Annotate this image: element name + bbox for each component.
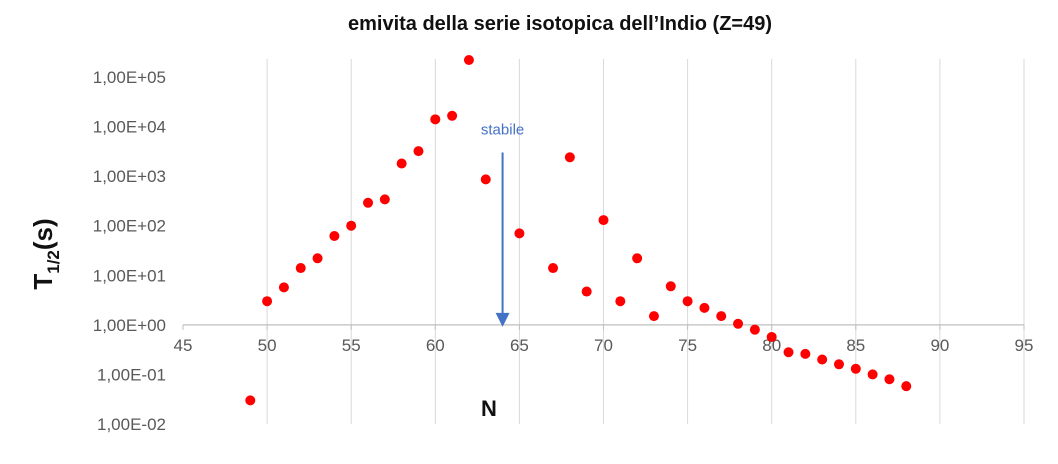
y-tick-label: 1,00E+01 (93, 266, 166, 285)
data-point (312, 253, 323, 264)
y-tick-label: 1,00E+02 (93, 217, 166, 236)
x-tick-label: 50 (258, 336, 277, 355)
y-axis-label-subscript: 1/2 (44, 250, 63, 274)
data-point (665, 281, 676, 292)
data-point (833, 359, 844, 370)
data-point (615, 296, 626, 307)
x-tick-label: 80 (762, 336, 781, 355)
data-point (817, 354, 828, 365)
data-point (850, 363, 861, 374)
y-tick-labels: 1,00E-02 1,00E-01 1,00E+00 1,00E+01 1,00E+02… (93, 68, 166, 434)
y-tick-label: 1,00E+04 (93, 118, 166, 137)
annotation-label: stabile (481, 121, 524, 138)
x-tick-label: 65 (510, 336, 529, 355)
y-tick-label: 1,00E+03 (93, 167, 166, 186)
x-tick-label: 90 (930, 336, 949, 355)
x-tick-label: 95 (1015, 336, 1034, 355)
x-tick-label: 45 (174, 336, 193, 355)
data-point (749, 324, 760, 335)
x-axis (182, 324, 1025, 330)
data-point (329, 231, 340, 242)
y-tick-label: 1,00E-02 (97, 415, 166, 434)
data-point (699, 302, 710, 313)
data-point (430, 114, 441, 125)
data-point (245, 395, 256, 406)
data-point (346, 220, 357, 231)
data-point (295, 263, 306, 274)
annotation-arrow-head (495, 312, 510, 327)
x-tick-label: 75 (678, 336, 697, 355)
data-point (867, 369, 878, 380)
data-point (783, 347, 794, 358)
data-point (262, 296, 273, 307)
y-tick-label: 1,00E-01 (97, 365, 166, 384)
data-point (396, 158, 407, 169)
data-point (581, 286, 592, 297)
grid-lines (266, 59, 1025, 424)
data-point (682, 296, 693, 307)
data-point (447, 110, 458, 121)
data-point (632, 253, 643, 264)
data-point (884, 374, 895, 385)
x-tick-label: 70 (594, 336, 613, 355)
y-tick-label: 1,00E+05 (93, 68, 166, 87)
data-point (413, 146, 424, 157)
x-tick-label: 55 (342, 336, 361, 355)
x-axis-label: N (481, 396, 497, 421)
stable-annotation: stabile (481, 121, 524, 327)
data-point (564, 152, 575, 163)
data-point (800, 348, 811, 359)
data-point (598, 215, 609, 226)
y-axis-label: T1/2(s) (28, 218, 63, 289)
x-tick-label: 60 (426, 336, 445, 355)
y-axis-label-unit: (s) (28, 218, 58, 250)
data-point (901, 381, 912, 392)
data-point (733, 318, 744, 329)
x-tick-label: 85 (846, 336, 865, 355)
data-point (278, 282, 289, 293)
data-point (379, 194, 390, 205)
y-axis-label-base: T (28, 274, 58, 290)
chart-title: emivita della serie isotopica dell’Indio… (348, 13, 772, 35)
data-point (514, 228, 525, 239)
data-point (363, 197, 374, 208)
data-point (648, 311, 659, 322)
data-point (463, 55, 474, 66)
data-point (716, 311, 727, 322)
x-tick-labels: 45 50 55 60 65 70 75 80 85 90 95 (174, 336, 1034, 355)
data-point (548, 263, 559, 274)
y-tick-label: 1,00E+00 (93, 316, 166, 335)
data-point (480, 174, 491, 185)
data-points (245, 55, 912, 406)
data-point (766, 331, 777, 342)
